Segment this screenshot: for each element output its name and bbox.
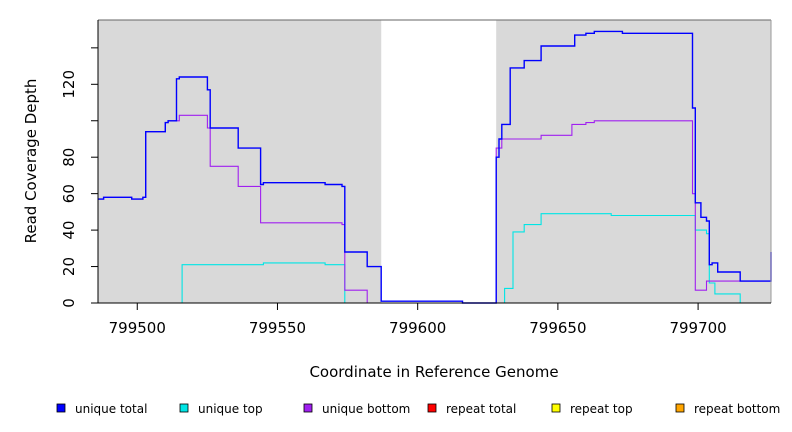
x-tick-label: 799500 <box>109 319 166 337</box>
gap-region <box>381 20 497 303</box>
series-line-unique-top <box>98 213 771 304</box>
y-tick-label: 60 <box>60 184 78 203</box>
y-tick-label: 120 <box>60 70 78 99</box>
y-axis-title: Read Coverage Depth <box>22 79 40 244</box>
x-axis-title: Coordinate in Reference Genome <box>309 363 558 381</box>
legend-swatch-repeat-bottom <box>675 403 685 413</box>
legend-label-repeat-bottom: repeat bottom <box>694 402 780 416</box>
legend-swatch-unique-total <box>56 403 66 413</box>
y-tick-label: 80 <box>60 148 78 167</box>
legend-label-repeat-top: repeat top <box>570 402 633 416</box>
legend-swatch-repeat-total <box>427 403 437 413</box>
x-axis: 799500 799550 799600 799650 799700 <box>109 303 727 337</box>
y-tick-label: 0 <box>60 298 78 308</box>
legend-label-repeat-total: repeat total <box>446 402 516 416</box>
x-tick-label: 799650 <box>529 319 586 337</box>
legend-swatch-unique-top <box>179 403 189 413</box>
x-tick-label: 799700 <box>669 319 726 337</box>
legend-swatch-unique-bottom <box>303 403 313 413</box>
y-axis: 0 20 40 60 80 120 <box>60 47 98 308</box>
x-tick-label: 799550 <box>249 319 306 337</box>
legend: unique total unique top unique bottom repea… <box>56 402 780 416</box>
y-tick-label: 20 <box>60 257 78 276</box>
legend-swatch-repeat-top <box>551 403 561 413</box>
legend-label-unique-bottom: unique bottom <box>322 402 410 416</box>
x-tick-label: 799600 <box>389 319 446 337</box>
y-tick-label: 40 <box>60 221 78 240</box>
legend-label-unique-top: unique top <box>198 402 263 416</box>
legend-label-unique-total: unique total <box>75 402 147 416</box>
